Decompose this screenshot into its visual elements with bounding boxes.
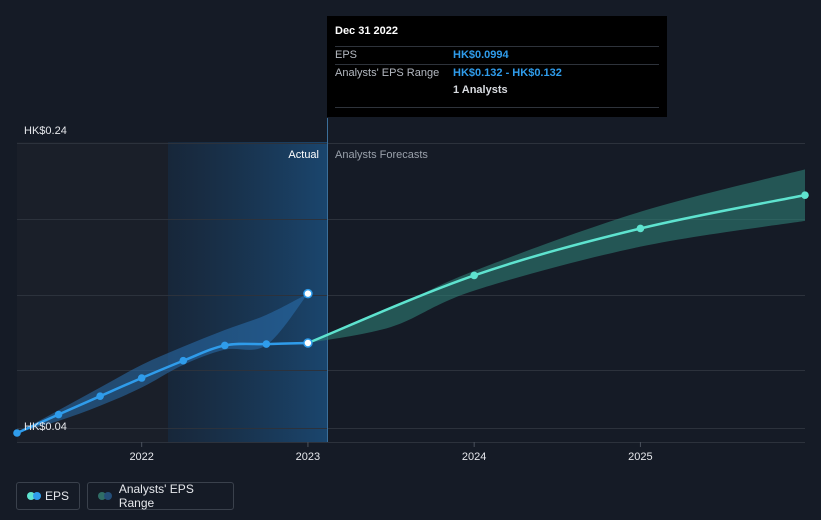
eps-point (137, 374, 146, 382)
tooltip-date: Dec 31 2022 (335, 25, 398, 37)
past-eps-range-band (17, 293, 308, 433)
eps-point (303, 338, 313, 348)
x-tick-label: 2023 (296, 451, 320, 463)
legend-eps-label: EPS (44, 489, 69, 503)
actual-label: Actual (288, 149, 319, 161)
eps-point (54, 410, 63, 419)
eps-legend-icon (27, 492, 41, 500)
tooltip-range-value: HK$0.132 - HK$0.132 (453, 67, 562, 79)
forecast-label: Analysts Forecasts (335, 149, 428, 161)
tooltip-row-analysts: 1 Analysts (335, 82, 659, 99)
eps-point (221, 341, 229, 350)
x-tick-label: 2025 (628, 451, 652, 463)
tooltip-divider (335, 107, 659, 108)
forecast-eps-range-band (307, 169, 805, 344)
eps-point (13, 429, 21, 437)
tooltip-row-eps: EPS HK$0.0994 (335, 46, 659, 64)
tooltip-eps-value: HK$0.0994 (453, 49, 509, 61)
eps-point (262, 340, 271, 348)
forecast-point (636, 224, 645, 233)
x-tick-label: 2024 (462, 451, 486, 463)
eps-forecast-line (307, 193, 806, 345)
range-marker-point (303, 288, 313, 299)
forecast-point (801, 191, 809, 199)
eps-point (96, 392, 104, 400)
y-tick-label: HK$0.24 (24, 125, 67, 137)
tooltip-analysts: 1 Analysts (453, 84, 508, 96)
tooltip-range-label: Analysts' EPS Range (335, 67, 440, 79)
tooltip-eps-label: EPS (335, 49, 358, 61)
actual-period-shade (168, 142, 327, 442)
y-tick-label: HK$0.04 (24, 421, 67, 433)
x-tick-label: 2022 (129, 451, 153, 463)
tooltip-row-range: Analysts' EPS Range HK$0.132 - HK$0.132 (335, 64, 659, 82)
legend-eps-button[interactable]: EPS (16, 482, 80, 510)
hover-tooltip: Dec 31 2022 EPS HK$0.0994 Analysts' EPS … (327, 16, 667, 117)
legend-range-button[interactable]: Analysts' EPS Range (87, 482, 234, 510)
legend-range-label: Analysts' EPS Range (118, 482, 194, 510)
eps-point (179, 356, 188, 365)
forecast-point (470, 271, 478, 280)
range-legend-icon (98, 492, 112, 500)
